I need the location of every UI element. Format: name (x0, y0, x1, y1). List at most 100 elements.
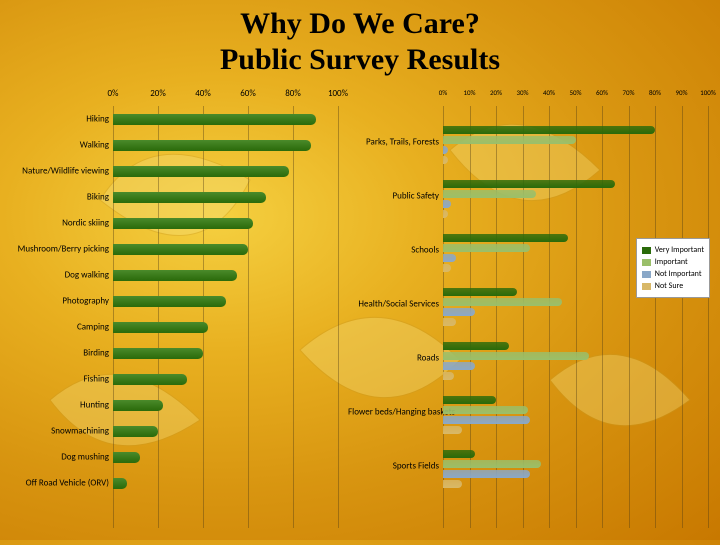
importance-bar (443, 136, 576, 144)
importance-bar (443, 234, 568, 242)
importance-bar (443, 416, 530, 424)
importance-bar (443, 146, 448, 154)
bar-label: Hunting (8, 400, 113, 411)
legend-swatch (642, 259, 651, 266)
bar-label: Hiking (8, 114, 113, 125)
slide-title: Why Do We Care? Public Survey Results (0, 0, 720, 78)
gridline (549, 106, 550, 528)
group-label: Roads (348, 353, 443, 364)
importance-bar (443, 298, 562, 306)
left-plot-area: HikingWalkingNature/Wildlife viewingBiki… (113, 106, 338, 528)
importance-bar (443, 254, 456, 262)
bar-label: Dog mushing (8, 452, 113, 463)
group-label: Public Safety (348, 191, 443, 202)
legend-swatch (642, 247, 651, 254)
activity-bar (113, 296, 226, 307)
axis-tick: 50% (569, 88, 581, 97)
bar-label: Dog walking (8, 270, 113, 281)
group-label: Health/Social Services (348, 299, 443, 310)
title-line-1: Why Do We Care? (0, 6, 720, 42)
group-label: Sports Fields (348, 461, 443, 472)
bar-label: Fishing (8, 374, 113, 385)
right-plot-area: Parks, Trails, ForestsPublic SafetySchoo… (443, 106, 708, 528)
gridline (655, 106, 656, 528)
axis-tick: 40% (195, 88, 211, 99)
activity-bar (113, 140, 311, 151)
gridline (576, 106, 577, 528)
importance-bar (443, 126, 655, 134)
importance-bar (443, 372, 454, 380)
axis-tick: 90% (675, 88, 687, 97)
activity-bar (113, 478, 127, 489)
axis-tick: 0% (108, 88, 119, 99)
axis-tick: 30% (516, 88, 528, 97)
gridline (293, 106, 294, 528)
charts-container: 0%20%40%60%80%100%HikingWalkingNature/Wi… (0, 78, 720, 528)
importance-bar (443, 342, 509, 350)
activity-bar (113, 348, 203, 359)
gridline (682, 106, 683, 528)
legend-item: Important (642, 257, 704, 267)
activity-bar (113, 270, 237, 281)
importance-bar (443, 362, 475, 370)
activity-bar (113, 166, 289, 177)
group-label: Parks, Trails, Forests (348, 137, 443, 148)
importance-bar (443, 460, 541, 468)
legend-label: Not Sure (655, 281, 683, 291)
activity-bar (113, 114, 316, 125)
legend-item: Very Important (642, 245, 704, 255)
axis-tick: 40% (543, 88, 555, 97)
legend-item: Not Sure (642, 281, 704, 291)
bar-label: Mushroom/Berry picking (8, 244, 113, 255)
activity-bar (113, 192, 266, 203)
axis-tick: 20% (490, 88, 502, 97)
importance-bar (443, 156, 448, 164)
bar-label: Off Road Vehicle (ORV) (8, 478, 113, 489)
bar-label: Walking (8, 140, 113, 151)
axis-tick: 10% (463, 88, 475, 97)
importance-bar (443, 210, 448, 218)
activity-bar (113, 218, 253, 229)
importance-bar (443, 352, 589, 360)
bar-label: Nature/Wildlife viewing (8, 166, 113, 177)
bar-label: Camping (8, 322, 113, 333)
legend-swatch (642, 271, 651, 278)
activity-bar (113, 244, 248, 255)
importance-bar (443, 308, 475, 316)
axis-tick: 100% (328, 88, 348, 99)
group-label: Flower beds/Hanging baskets (348, 407, 443, 418)
importance-bar (443, 244, 530, 252)
importance-bar (443, 480, 462, 488)
axis-tick: 60% (240, 88, 256, 99)
legend-swatch (642, 283, 651, 290)
title-line-2: Public Survey Results (0, 42, 720, 78)
group-label: Schools (348, 245, 443, 256)
importance-bar (443, 264, 451, 272)
legend: Very Important Important Not Important Not … (636, 238, 710, 298)
importance-bar (443, 406, 528, 414)
gridline (602, 106, 603, 528)
importance-bar (443, 450, 475, 458)
importance-bar (443, 470, 530, 478)
axis-tick: 80% (285, 88, 301, 99)
axis-tick: 70% (622, 88, 634, 97)
gridline (629, 106, 630, 528)
importance-bar (443, 200, 451, 208)
axis-tick: 60% (596, 88, 608, 97)
axis-tick: 20% (150, 88, 166, 99)
gridline (338, 106, 339, 528)
activity-bar (113, 322, 208, 333)
activity-bar (113, 452, 140, 463)
right-x-axis: 0%10%20%30%40%50%60%70%80%90%100% (443, 88, 708, 106)
legend-label: Important (655, 257, 688, 267)
bar-label: Biking (8, 192, 113, 203)
bar-label: Birding (8, 348, 113, 359)
bar-label: Nordic skiing (8, 218, 113, 229)
importance-bar (443, 426, 462, 434)
activities-chart: 0%20%40%60%80%100%HikingWalkingNature/Wi… (8, 88, 338, 528)
axis-tick: 100% (700, 88, 716, 97)
left-x-axis: 0%20%40%60%80%100% (113, 88, 338, 106)
legend-item: Not Important (642, 269, 704, 279)
bar-label: Photography (8, 296, 113, 307)
gridline (708, 106, 709, 528)
